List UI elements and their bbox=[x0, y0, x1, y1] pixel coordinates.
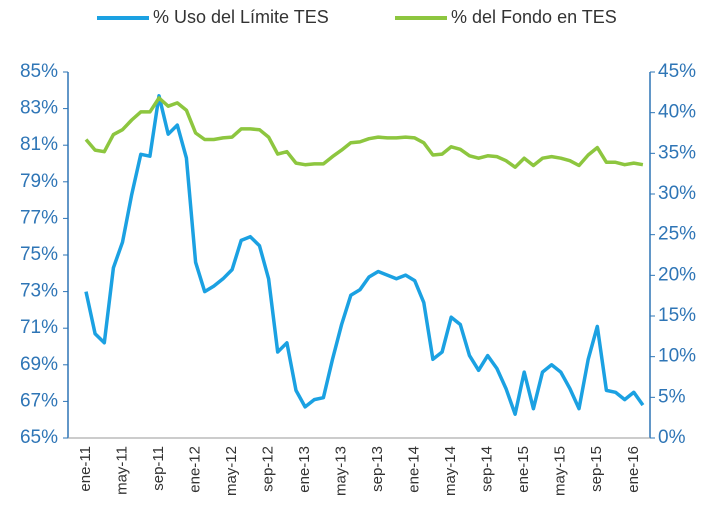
y-tick-label: 75% bbox=[20, 244, 58, 265]
x-tick-label: ene-16 bbox=[625, 446, 642, 493]
x-tick-label: may-11 bbox=[113, 446, 130, 495]
y-tick-label: 67% bbox=[20, 390, 58, 411]
x-tick-label: ene-14 bbox=[406, 446, 423, 493]
x-tick-label: ene-15 bbox=[515, 446, 532, 493]
y2-tick-label: 20% bbox=[658, 264, 696, 285]
x-tick-label: sep-12 bbox=[260, 446, 277, 492]
x-tick-label: sep-13 bbox=[369, 446, 386, 492]
y2-tick-label: 0% bbox=[658, 427, 686, 448]
x-tick-label: may-15 bbox=[552, 446, 569, 496]
x-tick-label: sep-14 bbox=[479, 446, 496, 492]
y2-tick-label: 25% bbox=[658, 224, 696, 245]
y2-tick-label: 10% bbox=[658, 346, 696, 367]
y-tick-label: 85% bbox=[20, 61, 58, 82]
y2-tick-label: 5% bbox=[658, 386, 686, 407]
y-tick-label: 69% bbox=[20, 354, 58, 375]
x-tick-label: ene-11 bbox=[77, 446, 94, 492]
y2-tick-label: 30% bbox=[658, 183, 696, 204]
legend-label: % del Fondo en TES bbox=[451, 7, 617, 27]
y2-tick-label: 40% bbox=[658, 102, 696, 123]
x-tick-label: sep-15 bbox=[588, 446, 605, 492]
x-tick-label: ene-13 bbox=[296, 446, 313, 493]
y-tick-label: 77% bbox=[20, 207, 58, 228]
y-tick-label: 73% bbox=[20, 281, 58, 302]
y2-tick-label: 45% bbox=[658, 61, 696, 82]
y-tick-label: 81% bbox=[20, 134, 58, 155]
x-tick-label: may-13 bbox=[333, 446, 350, 496]
y-tick-label: 79% bbox=[20, 171, 58, 192]
x-tick-label: sep-11 bbox=[150, 446, 167, 491]
y-tick-label: 83% bbox=[20, 98, 58, 119]
legend-label: % Uso del Límite TES bbox=[153, 7, 329, 27]
x-tick-label: may-14 bbox=[442, 446, 459, 496]
y2-tick-label: 15% bbox=[658, 305, 696, 326]
y-tick-label: 65% bbox=[20, 427, 58, 448]
x-tick-label: may-12 bbox=[223, 446, 240, 496]
y-tick-label: 71% bbox=[20, 317, 58, 338]
x-tick-label: ene-12 bbox=[187, 446, 204, 493]
series-line bbox=[84, 94, 645, 416]
series-line bbox=[84, 96, 644, 169]
y2-tick-label: 35% bbox=[658, 142, 696, 163]
